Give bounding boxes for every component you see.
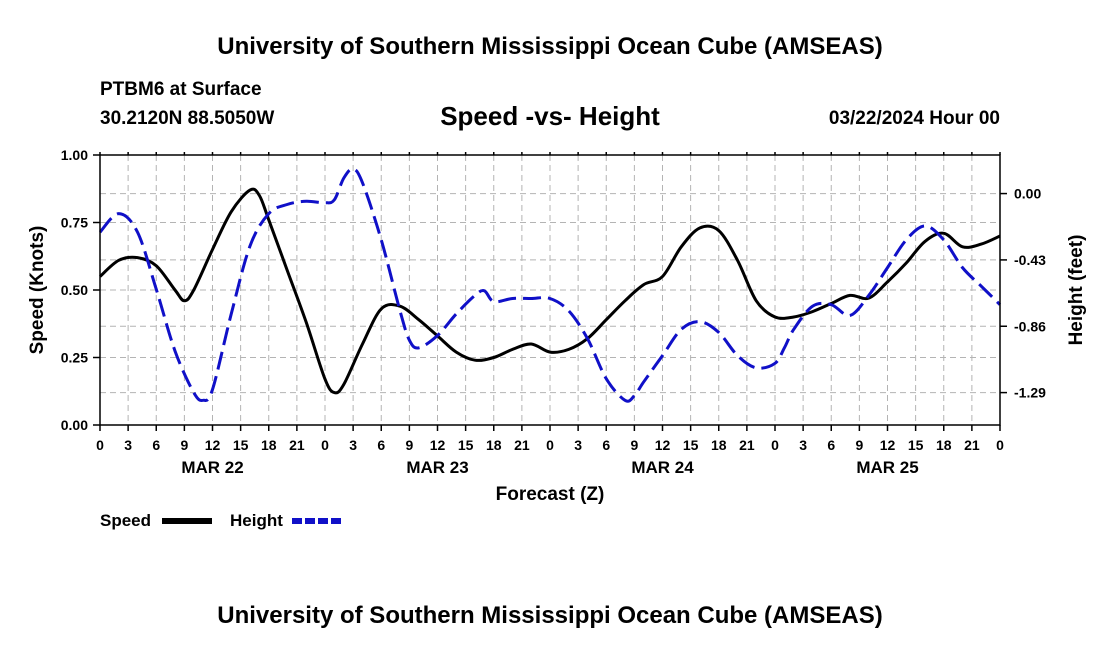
x-tick-label: 15 (683, 437, 699, 453)
date-label: 03/22/2024 Hour 00 (829, 108, 1000, 129)
x-tick-label: 21 (739, 437, 755, 453)
x-axis-label: Forecast (Z) (496, 484, 605, 505)
x-tick-label: 9 (855, 437, 863, 453)
y2-tick-label: -1.29 (1014, 385, 1046, 401)
x-tick-label: 6 (827, 437, 835, 453)
y2-tick-label: -0.86 (1014, 318, 1046, 334)
x-tick-label: 15 (233, 437, 249, 453)
legend: Speed Height (100, 511, 342, 530)
y-tick-label: 0.25 (61, 350, 88, 366)
y2-tick-label: 0.00 (1014, 186, 1041, 202)
x-tick-label: 15 (458, 437, 474, 453)
x-tick-label: 18 (261, 437, 277, 453)
x-tick-label: 3 (124, 437, 132, 453)
legend-height-label: Height (230, 511, 283, 530)
x-tick-label: 12 (655, 437, 671, 453)
x-tick-label: 21 (964, 437, 980, 453)
chart-title: Speed -vs- Height (440, 101, 660, 131)
x-tick-label: 0 (996, 437, 1004, 453)
tick-labels: 0 3 6 9 12 15 18 21 0 3 6 9 12 15 18 21 0 3 6 9 12 15 18 21 0 3 6 9… (61, 147, 1046, 477)
series-lines (98, 167, 1002, 403)
coordinates-label: 30.2120N 88.5050W (100, 108, 274, 129)
top-title: University of Southern Mississippi Ocean… (217, 33, 882, 60)
x-tick-label: 9 (180, 437, 188, 453)
x-tick-label: 6 (602, 437, 610, 453)
y-tick-label: 0.50 (61, 282, 88, 298)
x-tick-label: 12 (880, 437, 896, 453)
x-tick-label: 3 (799, 437, 807, 453)
x-tick-label: 9 (405, 437, 413, 453)
x-tick-label: 21 (514, 437, 530, 453)
gridlines (100, 155, 1000, 425)
y2-tick-label: -0.43 (1014, 252, 1046, 268)
x-tick-label: 18 (936, 437, 952, 453)
day-label: MAR 22 (181, 458, 243, 477)
day-label: MAR 24 (631, 458, 694, 477)
x-tick-label: 3 (574, 437, 582, 453)
x-tick-label: 0 (771, 437, 779, 453)
y-tick-label: 1.00 (61, 147, 88, 163)
day-label: MAR 23 (406, 458, 468, 477)
height-series-line (98, 167, 1002, 403)
x-tick-label: 3 (349, 437, 357, 453)
axis-ticks (93, 152, 1007, 431)
x-tick-label: 6 (152, 437, 160, 453)
day-label: MAR 25 (856, 458, 918, 477)
legend-speed-label: Speed (100, 511, 151, 530)
y-tick-label: 0.00 (61, 417, 88, 433)
x-tick-label: 12 (430, 437, 446, 453)
x-tick-label: 21 (289, 437, 305, 453)
x-tick-label: 18 (486, 437, 502, 453)
x-tick-label: 9 (630, 437, 638, 453)
speed-series-line (98, 187, 1001, 395)
x-tick-label: 18 (711, 437, 727, 453)
bottom-title: University of Southern Mississippi Ocean… (217, 602, 882, 629)
y-tick-label: 0.75 (61, 215, 88, 231)
x-tick-label: 0 (546, 437, 554, 453)
y2-axis-label: Height (feet) (1066, 235, 1087, 346)
y-axis-label: Speed (Knots) (27, 226, 48, 355)
x-tick-label: 6 (377, 437, 385, 453)
x-tick-label: 12 (205, 437, 221, 453)
x-tick-label: 0 (321, 437, 329, 453)
x-tick-label: 15 (908, 437, 924, 453)
x-tick-label: 0 (96, 437, 104, 453)
station-label: PTBM6 at Surface (100, 79, 262, 100)
